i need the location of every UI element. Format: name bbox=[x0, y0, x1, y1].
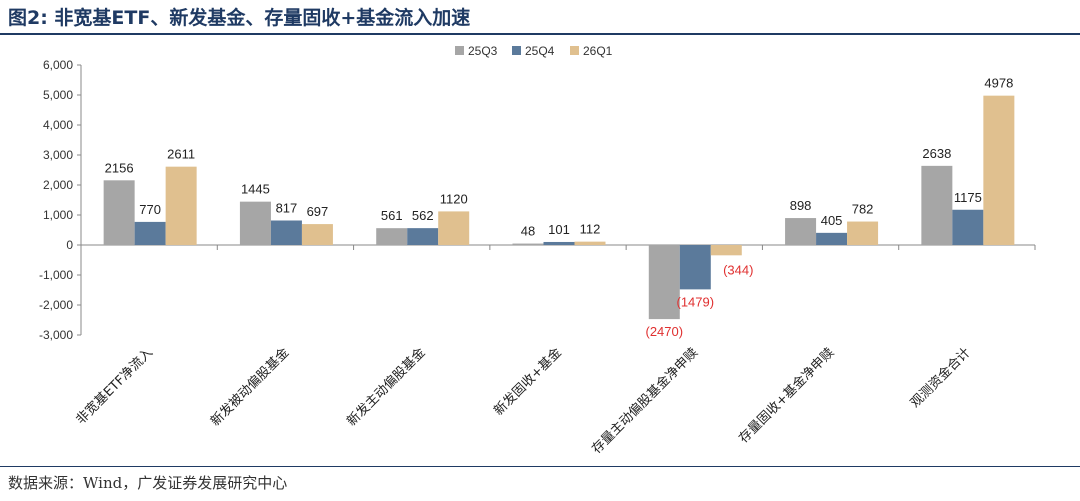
data-label-negative: (1479) bbox=[676, 294, 714, 309]
bar-25Q3-4 bbox=[512, 243, 544, 245]
x-category-label: 存量固收+基金净申赎 bbox=[736, 345, 838, 447]
y-tick-label: 3,000 bbox=[43, 148, 73, 162]
data-label: 48 bbox=[521, 224, 535, 239]
bar-25Q4-7 bbox=[952, 209, 984, 245]
x-category-label: 存量主动偏股基金净申赎 bbox=[589, 345, 701, 457]
title-divider bbox=[0, 33, 1080, 35]
bar-25Q4-2 bbox=[270, 220, 302, 245]
bar-26Q1-7 bbox=[983, 95, 1015, 245]
legend-swatch-25Q3 bbox=[455, 46, 464, 55]
y-tick-label: 6,000 bbox=[43, 58, 73, 72]
x-category-label: 非宽基ETF净流入 bbox=[73, 345, 156, 428]
data-label: 770 bbox=[139, 202, 161, 217]
bar-26Q1-6 bbox=[847, 221, 879, 245]
y-tick-label: 2,000 bbox=[43, 178, 73, 192]
y-tick-label: -2,000 bbox=[39, 298, 73, 312]
legend-label: 25Q3 bbox=[468, 44, 498, 58]
y-tick-label: 4,000 bbox=[43, 118, 73, 132]
bar-25Q4-6 bbox=[816, 232, 848, 245]
legend-swatch-25Q4 bbox=[512, 46, 521, 55]
bar-25Q3-1 bbox=[103, 180, 135, 245]
y-tick-label: 5,000 bbox=[43, 88, 73, 102]
bar-25Q4-5 bbox=[679, 245, 711, 290]
bar-26Q1-5 bbox=[710, 245, 742, 256]
bar-25Q3-7 bbox=[921, 165, 953, 245]
bar-25Q3-5 bbox=[648, 245, 680, 320]
bar-25Q3-3 bbox=[376, 228, 408, 245]
footer-divider bbox=[0, 466, 1080, 467]
data-label-negative: (344) bbox=[723, 262, 753, 277]
x-category-label: 新发被动偏股基金 bbox=[207, 345, 292, 430]
legend-label: 25Q4 bbox=[525, 44, 555, 58]
bar-25Q3-2 bbox=[239, 201, 271, 245]
legend-label: 26Q1 bbox=[583, 44, 613, 58]
bar-chart: -3,000 -2,000 -1,000 0 1,000 2,000 3,000 4,000 5… bbox=[39, 44, 1036, 457]
data-label: 405 bbox=[821, 213, 843, 228]
x-category-label: 新发主动偏股基金 bbox=[344, 345, 429, 430]
legend-swatch-26Q1 bbox=[570, 46, 579, 55]
title-bar: 图2: 非宽基ETF、新发基金、存量固收+基金流入加速 bbox=[0, 0, 1080, 36]
data-label-negative: (2470) bbox=[645, 324, 683, 339]
y-tick-label: -1,000 bbox=[39, 268, 73, 282]
data-label: 2638 bbox=[922, 146, 951, 161]
data-label: 1445 bbox=[241, 182, 270, 197]
bar-26Q1-2 bbox=[301, 224, 333, 245]
y-tick-label: 1,000 bbox=[43, 208, 73, 222]
data-label: 112 bbox=[580, 222, 601, 237]
bar-26Q1-1 bbox=[165, 166, 197, 245]
bar-25Q4-4 bbox=[543, 241, 575, 245]
bar-26Q1-3 bbox=[438, 211, 470, 245]
source-note: 数据来源：Wind，广发证券发展研究中心 bbox=[8, 474, 288, 492]
bar-25Q4-1 bbox=[134, 221, 166, 245]
data-label: 697 bbox=[307, 204, 329, 219]
data-label: 562 bbox=[412, 208, 434, 223]
data-label: 782 bbox=[852, 202, 874, 217]
data-label: 2611 bbox=[167, 147, 195, 162]
data-label: 1175 bbox=[954, 190, 982, 205]
data-label: 101 bbox=[548, 222, 570, 237]
data-label: 898 bbox=[790, 198, 812, 213]
x-category-label: 新发固收+基金 bbox=[491, 345, 565, 419]
data-label: 817 bbox=[276, 200, 298, 215]
x-category-label: 观测资金合计 bbox=[907, 345, 973, 411]
data-label: 2156 bbox=[105, 160, 134, 175]
y-tick-label: -3,000 bbox=[39, 328, 73, 342]
data-label: 561 bbox=[381, 208, 403, 223]
data-label: 1120 bbox=[440, 191, 468, 206]
bar-25Q3-6 bbox=[785, 218, 817, 245]
y-tick-label: 0 bbox=[66, 238, 73, 252]
data-label: 4978 bbox=[984, 76, 1013, 91]
figure-title: 图2: 非宽基ETF、新发基金、存量固收+基金流入加速 bbox=[8, 7, 471, 29]
bar-26Q1-4 bbox=[574, 241, 606, 245]
bar-25Q4-3 bbox=[407, 228, 439, 245]
